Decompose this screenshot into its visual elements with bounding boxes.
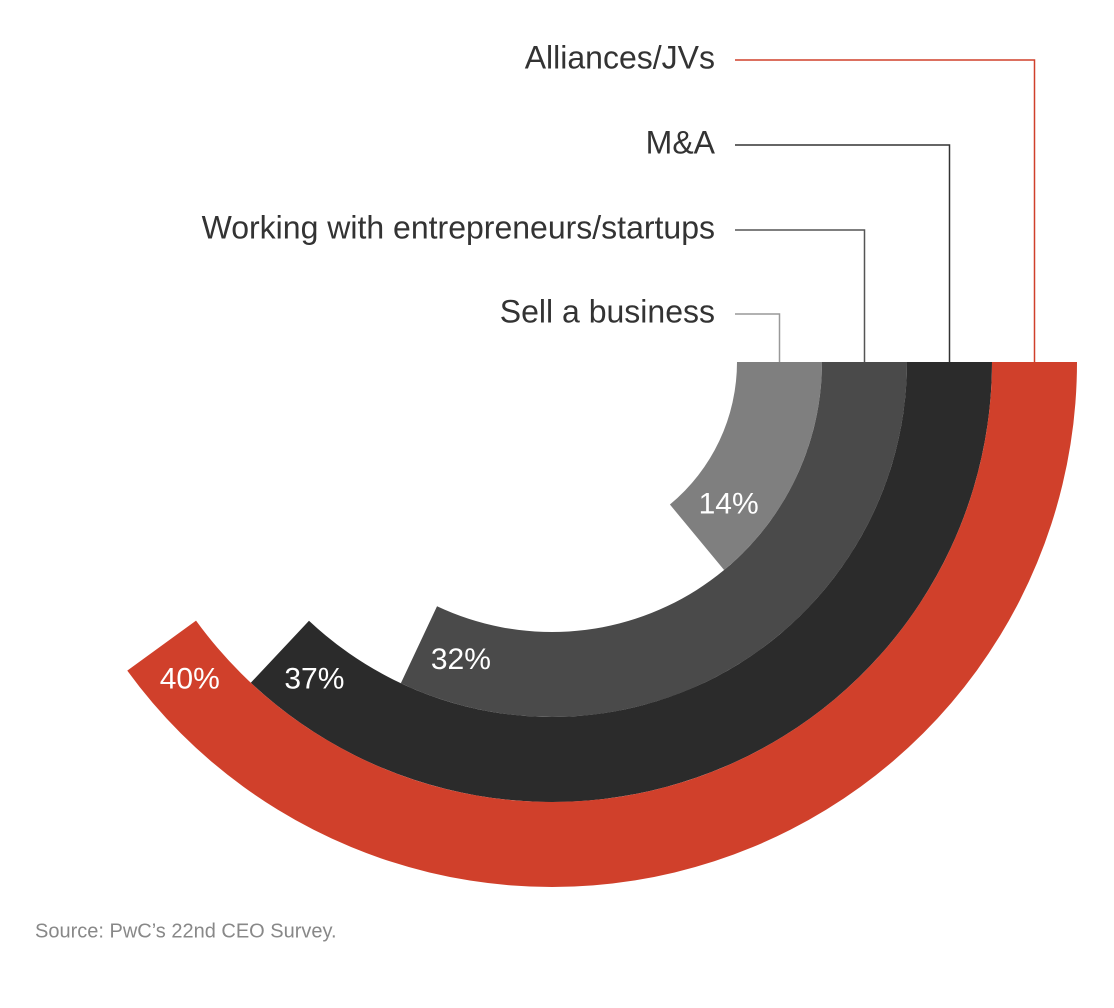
radial-bar [400,362,907,717]
leader-line [735,59,1036,362]
value-label: 37% [284,663,344,696]
leader-line [735,313,781,362]
value-label: 14% [699,487,759,520]
radial-bar [127,362,1078,887]
source-note: Source: PwC’s 22nd CEO Survey. [35,920,337,942]
category-label: Alliances/JVs [525,39,715,75]
value-label: 40% [160,663,220,696]
category-label: Sell a business [500,293,715,329]
value-label: 32% [431,643,491,676]
radial-bar [250,362,993,802]
leader-line [735,229,866,362]
category-label: Working with entrepreneurs/startups [202,209,715,245]
leader-line [735,144,951,362]
radial-bar [669,362,823,571]
category-label: M&A [646,124,716,160]
